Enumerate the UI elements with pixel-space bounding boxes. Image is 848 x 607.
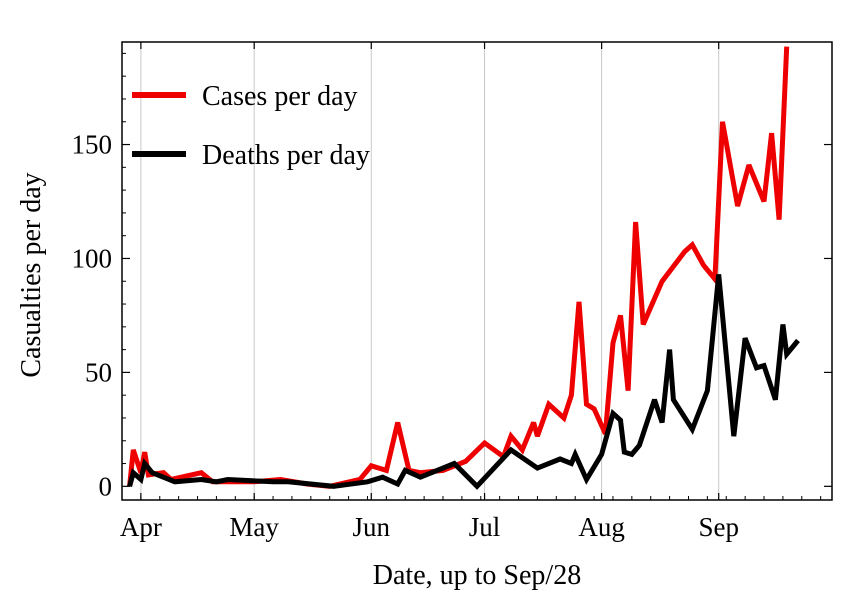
y-tick-label: 50 [85, 357, 112, 387]
gridlines [140, 42, 720, 500]
series-line-deaths [127, 274, 800, 490]
x-tick-label: Jun [352, 512, 390, 542]
x-tick-label: Apr [120, 512, 162, 542]
x-tick-label: Sep [698, 512, 739, 542]
series-lines [127, 46, 800, 490]
y-tick-label: 0 [99, 471, 113, 501]
x-tick-label: May [229, 512, 279, 542]
x-tick-label: Jul [469, 512, 501, 542]
legend-label-deaths: Deaths per day [202, 140, 370, 171]
y-axis-ticks: 0 50 100 150 [72, 52, 832, 501]
y-axis-label: Casualties per day [16, 172, 47, 377]
plot-frame [121, 41, 833, 501]
x-tick-label: Aug [578, 512, 625, 542]
x-axis-label: Date, up to Sep/28 [373, 560, 581, 591]
x-axis-ticks: Apr May Jun Jul Aug Sep [120, 42, 822, 542]
legend-label-cases: Cases per day [202, 81, 358, 112]
legend: Cases per day Deaths per day [132, 81, 370, 171]
y-tick-label: 150 [72, 130, 113, 160]
y-tick-label: 100 [72, 243, 113, 273]
